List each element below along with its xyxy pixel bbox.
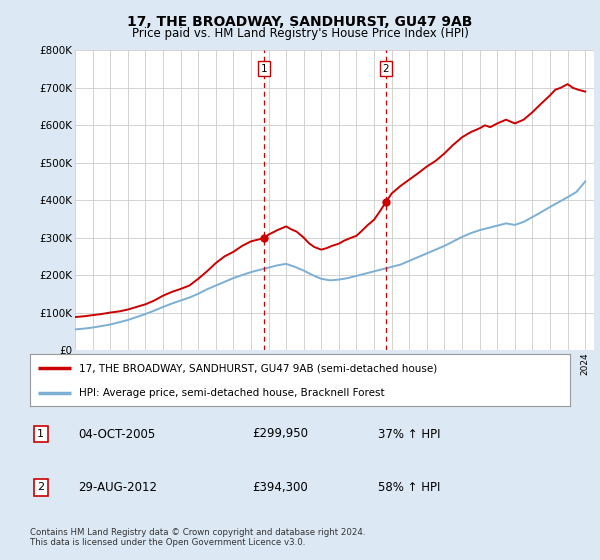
Text: Price paid vs. HM Land Registry's House Price Index (HPI): Price paid vs. HM Land Registry's House … (131, 27, 469, 40)
Text: 37% ↑ HPI: 37% ↑ HPI (378, 427, 440, 441)
Text: 2: 2 (382, 64, 389, 74)
Text: 17, THE BROADWAY, SANDHURST, GU47 9AB (semi-detached house): 17, THE BROADWAY, SANDHURST, GU47 9AB (s… (79, 363, 437, 374)
Text: 1: 1 (261, 64, 268, 74)
Text: 1: 1 (37, 429, 44, 439)
Text: £299,950: £299,950 (252, 427, 308, 441)
Text: 17, THE BROADWAY, SANDHURST, GU47 9AB: 17, THE BROADWAY, SANDHURST, GU47 9AB (127, 15, 473, 29)
Text: 29-AUG-2012: 29-AUG-2012 (78, 480, 157, 494)
Text: HPI: Average price, semi-detached house, Bracknell Forest: HPI: Average price, semi-detached house,… (79, 388, 384, 398)
Text: £394,300: £394,300 (252, 480, 308, 494)
Text: 04-OCT-2005: 04-OCT-2005 (78, 427, 155, 441)
Text: 2: 2 (37, 482, 44, 492)
Text: 58% ↑ HPI: 58% ↑ HPI (378, 480, 440, 494)
Text: Contains HM Land Registry data © Crown copyright and database right 2024.
This d: Contains HM Land Registry data © Crown c… (30, 528, 365, 547)
